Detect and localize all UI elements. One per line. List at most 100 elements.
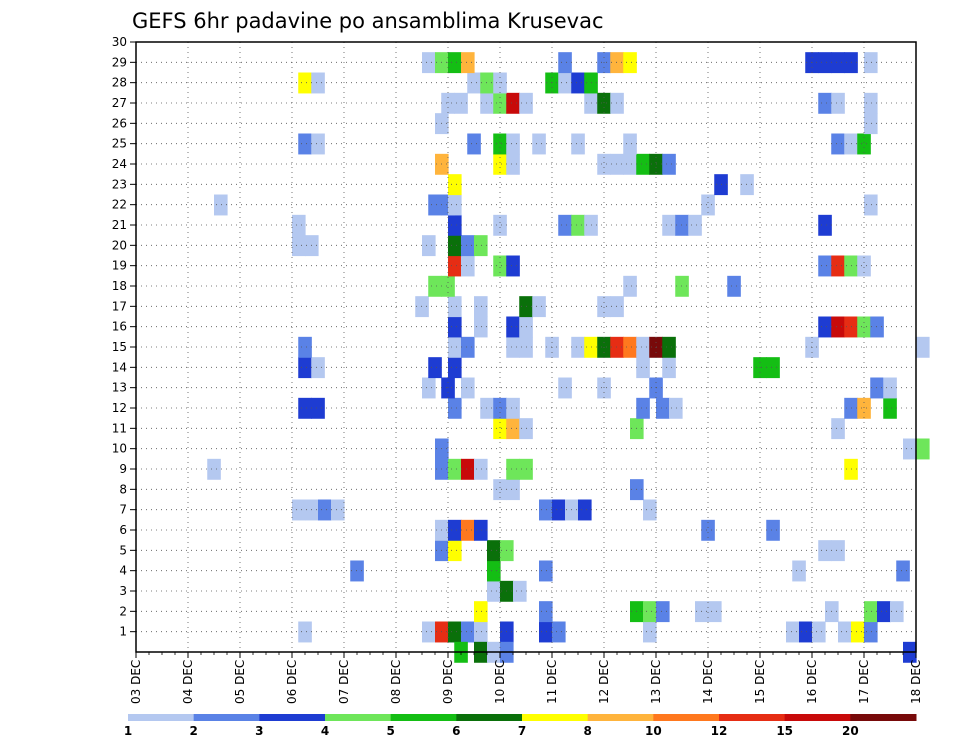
heatmap-cell — [487, 580, 501, 602]
heatmap-cell — [448, 458, 462, 480]
heatmap-cell — [298, 336, 312, 358]
colorbar-segment — [850, 714, 917, 721]
heatmap-cell — [831, 52, 845, 74]
y-tick-label: 9 — [119, 462, 127, 476]
heatmap-cell — [818, 92, 832, 114]
x-tick-label: 04 DEC — [181, 660, 195, 704]
heatmap-cell — [831, 418, 845, 440]
heatmap-cell — [487, 540, 501, 562]
heatmap-cell — [571, 214, 585, 236]
heatmap-cell — [441, 92, 455, 114]
x-tick-label: 15 DEC — [753, 660, 767, 704]
chart-title: GEFS 6hr padavine po ansamblima Krusevac — [132, 9, 604, 33]
heatmap-cell — [487, 560, 501, 582]
grid-lines — [136, 41, 916, 652]
heatmap-cell — [493, 479, 507, 501]
y-tick-label: 12 — [112, 401, 127, 415]
y-tick-label: 15 — [112, 340, 127, 354]
heatmap-cell — [818, 255, 832, 277]
heatmap-cell — [539, 499, 553, 521]
heatmap-cell — [571, 72, 585, 94]
y-tick-label: 1 — [119, 625, 127, 639]
heatmap-cell — [857, 133, 871, 155]
heatmap-cell — [461, 336, 475, 358]
heatmap-cell — [493, 133, 507, 155]
y-tick-label: 20 — [112, 238, 127, 252]
x-tick-label: 03 DEC — [129, 660, 143, 704]
colorbar-label: 6 — [452, 724, 460, 738]
heatmap-cell — [818, 316, 832, 338]
heatmap-cell — [662, 214, 676, 236]
y-tick-label: 5 — [119, 543, 127, 557]
colorbar-segment — [325, 714, 392, 721]
heatmap-cell — [831, 133, 845, 155]
heatmap-cell — [883, 397, 897, 419]
y-tick-label: 29 — [112, 55, 127, 69]
colorbar-label: 8 — [583, 724, 591, 738]
heatmap-cell — [864, 52, 878, 74]
heatmap-cell — [610, 336, 624, 358]
y-tick-label: 10 — [112, 442, 127, 456]
heatmap-cell — [493, 255, 507, 277]
heatmap-cell — [428, 194, 442, 216]
heatmap-cell — [513, 580, 527, 602]
heatmap-cell — [480, 72, 494, 94]
heatmap-cell — [298, 133, 312, 155]
heatmap-cell — [727, 275, 741, 297]
heatmap-cell — [448, 316, 462, 338]
colorbar-segment — [719, 714, 786, 721]
heatmap-cell — [857, 397, 871, 419]
heatmap-cell — [311, 357, 325, 379]
heatmap-cell — [597, 153, 611, 175]
heatmap-cell — [474, 235, 488, 257]
heatmap-cell — [493, 92, 507, 114]
heatmap-cell — [214, 194, 228, 216]
heatmap-cell — [831, 540, 845, 562]
heatmap-cell — [552, 621, 566, 643]
heatmap-cell — [610, 153, 624, 175]
y-tick-label: 22 — [112, 198, 127, 212]
heatmap-cell — [461, 377, 475, 399]
heatmap-cell — [916, 336, 930, 358]
heatmap-cell — [662, 357, 676, 379]
heatmap-cell — [422, 52, 436, 74]
heatmap-cell — [864, 601, 878, 623]
x-tick-label: 09 DEC — [441, 660, 455, 704]
heatmap-cell — [812, 621, 826, 643]
y-tick-label: 4 — [119, 564, 127, 578]
heatmap-cell — [207, 458, 221, 480]
heatmap-cell — [480, 92, 494, 114]
y-tick-label: 23 — [112, 177, 127, 191]
heatmap-cell — [461, 458, 475, 480]
heatmap-cell — [331, 499, 345, 521]
heatmap-cell — [474, 601, 488, 623]
heatmap-cell — [311, 72, 325, 94]
heatmap-cell — [298, 357, 312, 379]
heatmap-cell — [818, 214, 832, 236]
heatmap-cell — [831, 255, 845, 277]
heatmap-cell — [441, 275, 455, 297]
heatmap-cell — [740, 174, 754, 196]
heatmap-cell — [903, 438, 917, 460]
heatmap-cell — [480, 397, 494, 419]
heatmap-cell — [506, 92, 520, 114]
colorbar-segment — [784, 714, 851, 721]
colorbar-label: 2 — [189, 724, 197, 738]
heatmap-cell — [636, 397, 650, 419]
heatmap-cell — [493, 214, 507, 236]
heatmap-cell — [870, 377, 884, 399]
heatmap-cell — [428, 357, 442, 379]
heatmap-cell — [701, 194, 715, 216]
heatmap-cell — [818, 540, 832, 562]
heatmap-cell — [474, 296, 488, 318]
heatmap-cell — [461, 235, 475, 257]
y-tick-label: 28 — [112, 76, 127, 90]
x-tick-label: 17 DEC — [857, 660, 871, 704]
heatmap-cell — [623, 52, 637, 74]
y-tick-label: 6 — [119, 523, 127, 537]
colorbar-label: 20 — [842, 724, 859, 738]
heatmap-cell — [467, 133, 481, 155]
heatmap-cell — [818, 52, 832, 74]
y-axis: 1234567891011121314151617181920212223242… — [112, 35, 136, 639]
